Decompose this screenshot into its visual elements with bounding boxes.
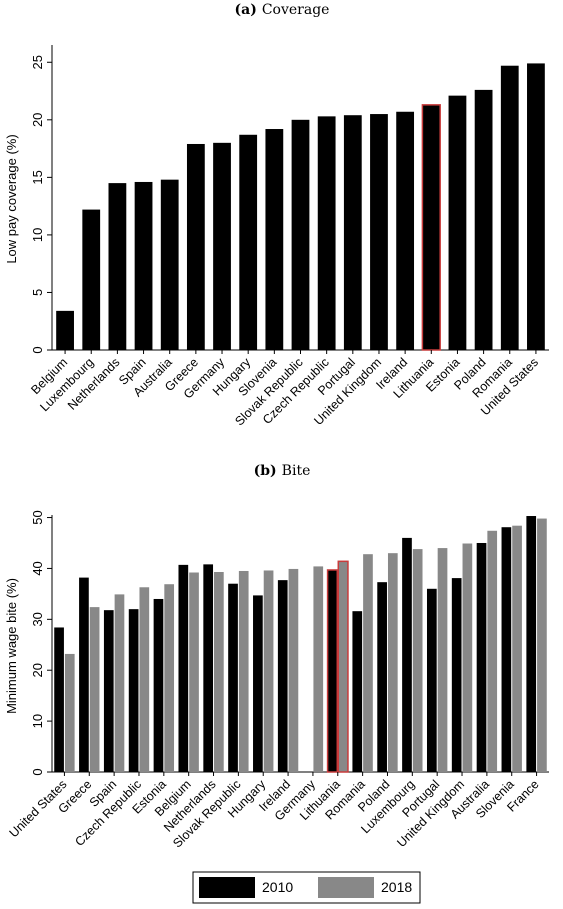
legend-swatch-2018 [318, 877, 374, 898]
panel-a-bar-netherlands [108, 183, 127, 350]
panel-b-bar-france-2018 [537, 518, 547, 772]
panel-b-bar-hungary-2018 [263, 570, 274, 772]
panel-a-bar-romania [500, 65, 519, 350]
panel-b-bar-lithuania-2018 [337, 560, 349, 773]
panel-b-bar-belgium-2018 [189, 572, 199, 772]
panel-a-label: (a) [235, 2, 257, 18]
panel-b-y-tick-label: 20 [30, 663, 45, 677]
panel-b-bar-united-kingdom-2018 [462, 543, 473, 772]
panel-b-bar-czech-republic-2010 [128, 609, 139, 772]
legend: 2010 2018 [192, 871, 421, 904]
panel-b-bar-spain-2010 [103, 610, 114, 772]
panel-b-y-tick-label: 10 [30, 714, 45, 728]
panel-a-y-tick-label: 20 [30, 113, 45, 127]
panel-b-bar-united-states-2018 [64, 653, 75, 772]
legend-swatch-2010 [199, 877, 255, 898]
panel-b-y-axis-label: Minimum wage bite (%) [4, 578, 19, 714]
panel-b-title: (b) Bite [254, 463, 311, 479]
panel-a-title-text: Coverage [262, 2, 330, 18]
panel-b-bar-belgium-2010 [178, 564, 189, 772]
panel-a-bar-slovenia [265, 129, 284, 350]
panel-a-bar-slovak-republic [291, 119, 310, 351]
panel-b-bar-slovenia-2010 [501, 527, 512, 772]
panel-a-bar-czech-republic [317, 116, 336, 350]
panel-b-bar-slovenia-2018 [512, 525, 522, 772]
panel-b-bar-luxembourg-2018 [412, 549, 423, 772]
panel-b-y-tick-label: 0 [30, 768, 45, 775]
panel-a-bar-portugal [343, 115, 362, 350]
panel-b-bar-spain-2018 [114, 594, 125, 772]
panel-b-bar-united-kingdom-2010 [451, 578, 462, 772]
panel-a-bar-united-kingdom [370, 114, 388, 350]
panel-a-bar-lithuania [421, 104, 441, 351]
panel-a-title: (a) Coverage [235, 2, 330, 18]
panel-b-bar-greece-2010 [79, 577, 89, 772]
panel-a-bar-australia [160, 179, 179, 350]
panel-a-bar-ireland [396, 111, 415, 350]
panel-b-bar-luxembourg-2010 [402, 537, 412, 772]
panel-a-y-axis-label: Low pay coverage (%) [4, 134, 19, 263]
panel-a-bar-poland [474, 89, 493, 351]
panel-a-bar-united-states [527, 63, 545, 350]
panel-a-y-tick-label: 25 [30, 55, 45, 69]
panel-a-bar-belgium [56, 310, 74, 350]
panel-a-plot: 0510152025BelgiumLuxembourgNetherlandsSp… [28, 45, 549, 429]
panel-b-bar-portugal-2018 [437, 548, 448, 772]
panel-b-y-tick-label: 50 [30, 510, 45, 524]
panel-b-bar-romania-2010 [352, 611, 363, 772]
panel-b-bar-ireland-2018 [288, 568, 299, 772]
panel-a-y-tick-label: 5 [30, 289, 45, 296]
panel-b-bar-slovak-republic-2018 [238, 570, 249, 772]
legend-label-2018: 2018 [381, 879, 412, 895]
panel-b-bar-france-2010 [526, 516, 537, 772]
panel-b-bar-ireland-2010 [277, 580, 288, 772]
panel-b-bar-lithuania-2010 [326, 569, 339, 773]
panel-b-bar-netherlands-2010 [203, 564, 214, 772]
panel-b-bar-netherlands-2018 [214, 571, 224, 772]
panel-a-bar-luxembourg [82, 209, 101, 350]
panel-b-bar-estonia-2010 [153, 598, 164, 772]
panel-b-bar-australia-2010 [476, 542, 487, 772]
legend-label-2010: 2010 [262, 879, 293, 895]
panel-b-bar-poland-2010 [377, 582, 387, 772]
panel-b-bar-united-states-2010 [54, 627, 64, 772]
panel-b-bar-estonia-2018 [164, 584, 175, 772]
panel-b-bar-australia-2018 [487, 530, 498, 772]
panel-b-bar-hungary-2010 [253, 595, 263, 772]
panel-b-bar-germany-2018 [313, 566, 324, 772]
panel-b-title-text: Bite [282, 463, 311, 479]
panel-a-bar-germany [213, 142, 231, 350]
panel-a-y-tick-label: 0 [30, 346, 45, 353]
panel-b-y-tick-label: 30 [30, 612, 45, 626]
panel-b-label: (b) [254, 463, 277, 479]
panel-b-bar-poland-2018 [387, 553, 398, 772]
panel-b-bar-greece-2018 [89, 607, 100, 772]
panel-b-y-tick-label: 40 [30, 561, 45, 575]
panel-b-bar-portugal-2010 [426, 588, 437, 772]
panel-a-bar-spain [134, 181, 153, 350]
panel-a-bar-greece [186, 143, 205, 350]
panel-a-bar-estonia [448, 95, 467, 350]
panel-b-bar-slovak-republic-2010 [228, 583, 238, 772]
panel-a-y-tick-label: 15 [30, 170, 45, 184]
panel-a-bar-hungary [239, 134, 258, 350]
panel-b-bar-romania-2018 [363, 554, 373, 772]
panel-b-bar-czech-republic-2018 [139, 587, 150, 772]
panel-a-y-tick-label: 10 [30, 228, 45, 242]
